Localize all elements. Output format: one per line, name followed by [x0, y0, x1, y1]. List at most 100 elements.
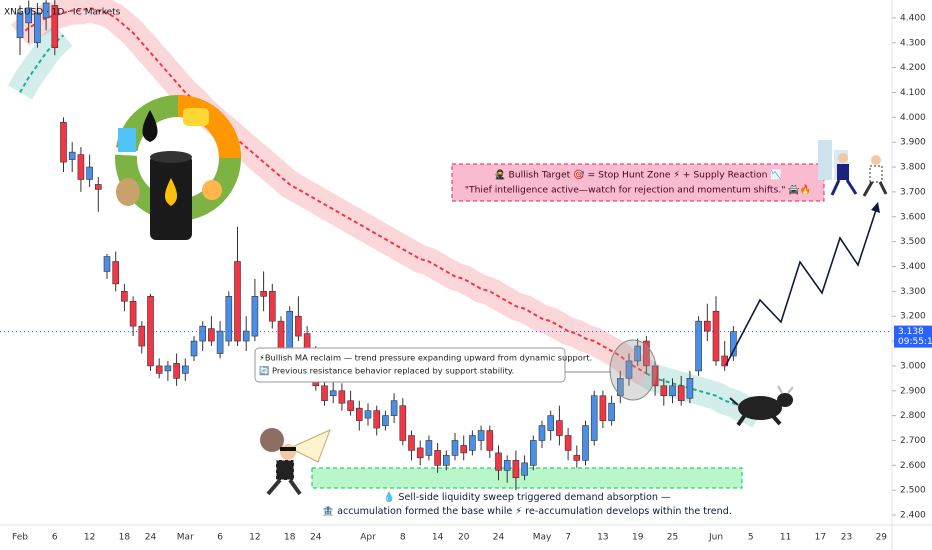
candle-body	[425, 440, 433, 456]
candle-body	[86, 166, 93, 180]
candle-body	[112, 261, 119, 285]
zone-text: 🏦 accumulation formed the base while ⚡ r…	[322, 505, 732, 517]
candle-body	[712, 310, 720, 362]
y-tick-label: 2.500	[900, 486, 926, 496]
candle-body	[277, 320, 285, 352]
y-tick-label: 3.400	[900, 262, 926, 272]
zone-text: 💧 Sell-side liquidity sweep triggered de…	[383, 491, 671, 503]
y-tick-label: 2.600	[900, 461, 926, 471]
x-tick-label: 5	[748, 533, 754, 543]
axes-layer: 2.4002.5002.6002.7002.8002.9003.0003.100…	[0, 13, 932, 543]
callout-box	[254, 347, 566, 383]
y-tick-label: 4.100	[900, 88, 926, 98]
x-tick-label: 6	[217, 533, 223, 543]
candle-body	[321, 385, 328, 402]
candle-body	[68, 151, 76, 160]
candle-body	[416, 447, 424, 459]
chase-figure	[818, 140, 888, 197]
candle-body	[242, 330, 250, 342]
demand-zone	[311, 467, 743, 489]
candle-body	[538, 425, 546, 441]
candle-body	[390, 400, 398, 416]
candle-body	[373, 410, 381, 429]
x-tick-label: 6	[52, 533, 58, 543]
y-tick-label: 2.900	[900, 386, 926, 396]
x-tick-label: 12	[249, 533, 260, 543]
callout-text: 🔄 Previous resistance behavior replaced …	[259, 366, 514, 376]
candle-body	[147, 296, 154, 367]
candle-body	[173, 363, 180, 379]
y-tick-label: 4.400	[900, 13, 926, 23]
x-tick-label: 18	[284, 533, 296, 543]
x-tick-label: 12	[84, 533, 95, 543]
x-tick-label: 17	[815, 533, 826, 543]
y-tick-label: 4.300	[900, 38, 926, 48]
candle-body	[329, 390, 337, 397]
candle-body	[234, 261, 241, 342]
candle-body	[695, 320, 702, 372]
candle-body	[77, 154, 85, 180]
candle-body	[51, 5, 59, 49]
candle-body	[686, 378, 694, 399]
candle-body	[660, 385, 668, 397]
candle-body	[643, 340, 650, 367]
projection-arrow	[871, 202, 880, 213]
candle-body	[25, 7, 33, 24]
candle-body	[703, 320, 711, 332]
x-tick-label: 25	[667, 533, 678, 543]
x-tick-label: 19	[632, 533, 644, 543]
candle-body	[486, 430, 494, 451]
y-tick-label: 2.700	[900, 436, 926, 446]
x-tick-label: 8	[400, 533, 406, 543]
reclaim-highlight	[609, 339, 657, 401]
candle-body	[190, 340, 198, 357]
thief-figure	[260, 428, 331, 496]
x-tick-label: 18	[119, 533, 131, 543]
countdown-label: 09:55:17	[898, 337, 932, 347]
candle-body	[364, 410, 372, 419]
candle-body	[503, 460, 511, 471]
x-tick-label: 23	[841, 533, 852, 543]
candle-body	[286, 310, 294, 352]
y-tick-label: 3.500	[900, 237, 926, 247]
candle-body	[42, 2, 50, 19]
candle-body	[477, 430, 485, 441]
candle-body	[469, 435, 476, 451]
candle-body	[547, 415, 555, 431]
candle-body	[347, 400, 354, 411]
y-tick-label: 4.000	[900, 113, 926, 123]
candle-body	[564, 435, 572, 451]
bull-figure	[729, 385, 794, 427]
x-tick-label: 20	[458, 533, 470, 543]
oil-icon	[115, 95, 241, 240]
candle-body	[208, 328, 215, 342]
target-text: "Thief intelligence active—watch for rej…	[465, 184, 812, 196]
candle-body	[103, 256, 111, 272]
candle-body	[529, 440, 537, 466]
candle-body	[260, 291, 267, 297]
candle-body	[521, 462, 528, 476]
x-tick-label: 24	[493, 533, 505, 543]
y-tick-label: 2.800	[900, 411, 926, 421]
x-tick-label: 29	[876, 533, 888, 543]
candle-body	[155, 365, 163, 374]
candle-body	[451, 440, 459, 456]
candle-body	[268, 291, 276, 322]
candle-body	[121, 291, 128, 302]
ma-line	[19, 34, 65, 93]
candle-body	[355, 407, 363, 421]
candle-body	[495, 452, 502, 471]
candle-body	[95, 184, 102, 190]
candle-body	[599, 395, 607, 421]
callout-text: ⚡Bullish MA reclaim — trend pressure exp…	[259, 353, 592, 363]
y-tick-label: 3.900	[900, 138, 926, 148]
x-tick-label: Jun	[708, 533, 723, 543]
candle-body	[216, 330, 224, 354]
candle-body	[399, 405, 407, 441]
candle-body	[512, 460, 520, 479]
candle-body	[295, 315, 302, 337]
candle-body	[16, 12, 24, 39]
candle-body	[129, 300, 137, 327]
candle-layer	[16, 0, 737, 491]
